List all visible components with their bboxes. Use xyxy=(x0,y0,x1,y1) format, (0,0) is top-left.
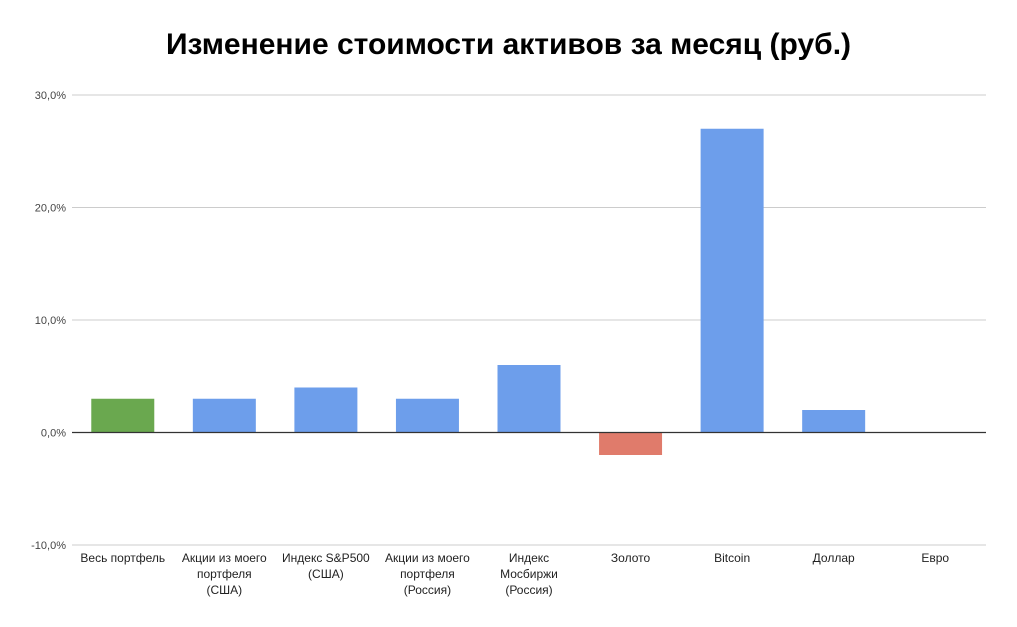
bar xyxy=(192,398,256,433)
chart-title: Изменение стоимости активов за месяц (ру… xyxy=(165,28,852,61)
bar xyxy=(700,128,764,433)
x-category-label: Bitcoin xyxy=(714,551,750,565)
bar xyxy=(599,432,663,455)
y-tick-label: 30,0% xyxy=(35,90,66,102)
x-category-label: Доллар xyxy=(813,551,855,565)
bar xyxy=(802,410,866,433)
y-tick-label: 0,0% xyxy=(41,428,66,440)
bars xyxy=(91,128,866,455)
x-category-label: Индекс Мосбиржи (Россия) xyxy=(500,551,558,597)
x-category-label: Акции из моего портфеля (Россия) xyxy=(385,551,470,597)
y-tick-label: 20,0% xyxy=(35,203,66,215)
x-category-label: Индекс S&P500 (США) xyxy=(282,551,370,581)
bar xyxy=(395,398,459,433)
bar xyxy=(294,387,358,433)
y-axis-tick-labels: 30,0% 20,0% 10,0% 0,0% -10,0% xyxy=(31,90,66,552)
x-axis-category-labels: Весь портфель Акции из моего портфеля (США)… xyxy=(80,551,949,597)
x-category-label: Акции из моего портфеля (США) xyxy=(182,551,267,597)
x-category-label: Золото xyxy=(611,551,651,565)
x-category-label: Весь портфель xyxy=(80,551,165,565)
bar xyxy=(91,398,155,433)
y-tick-label: 10,0% xyxy=(35,315,66,327)
y-tick-label: -10,0% xyxy=(31,540,66,552)
x-category-label: Евро xyxy=(921,551,949,565)
gridlines xyxy=(72,94,986,546)
bar xyxy=(497,365,561,433)
